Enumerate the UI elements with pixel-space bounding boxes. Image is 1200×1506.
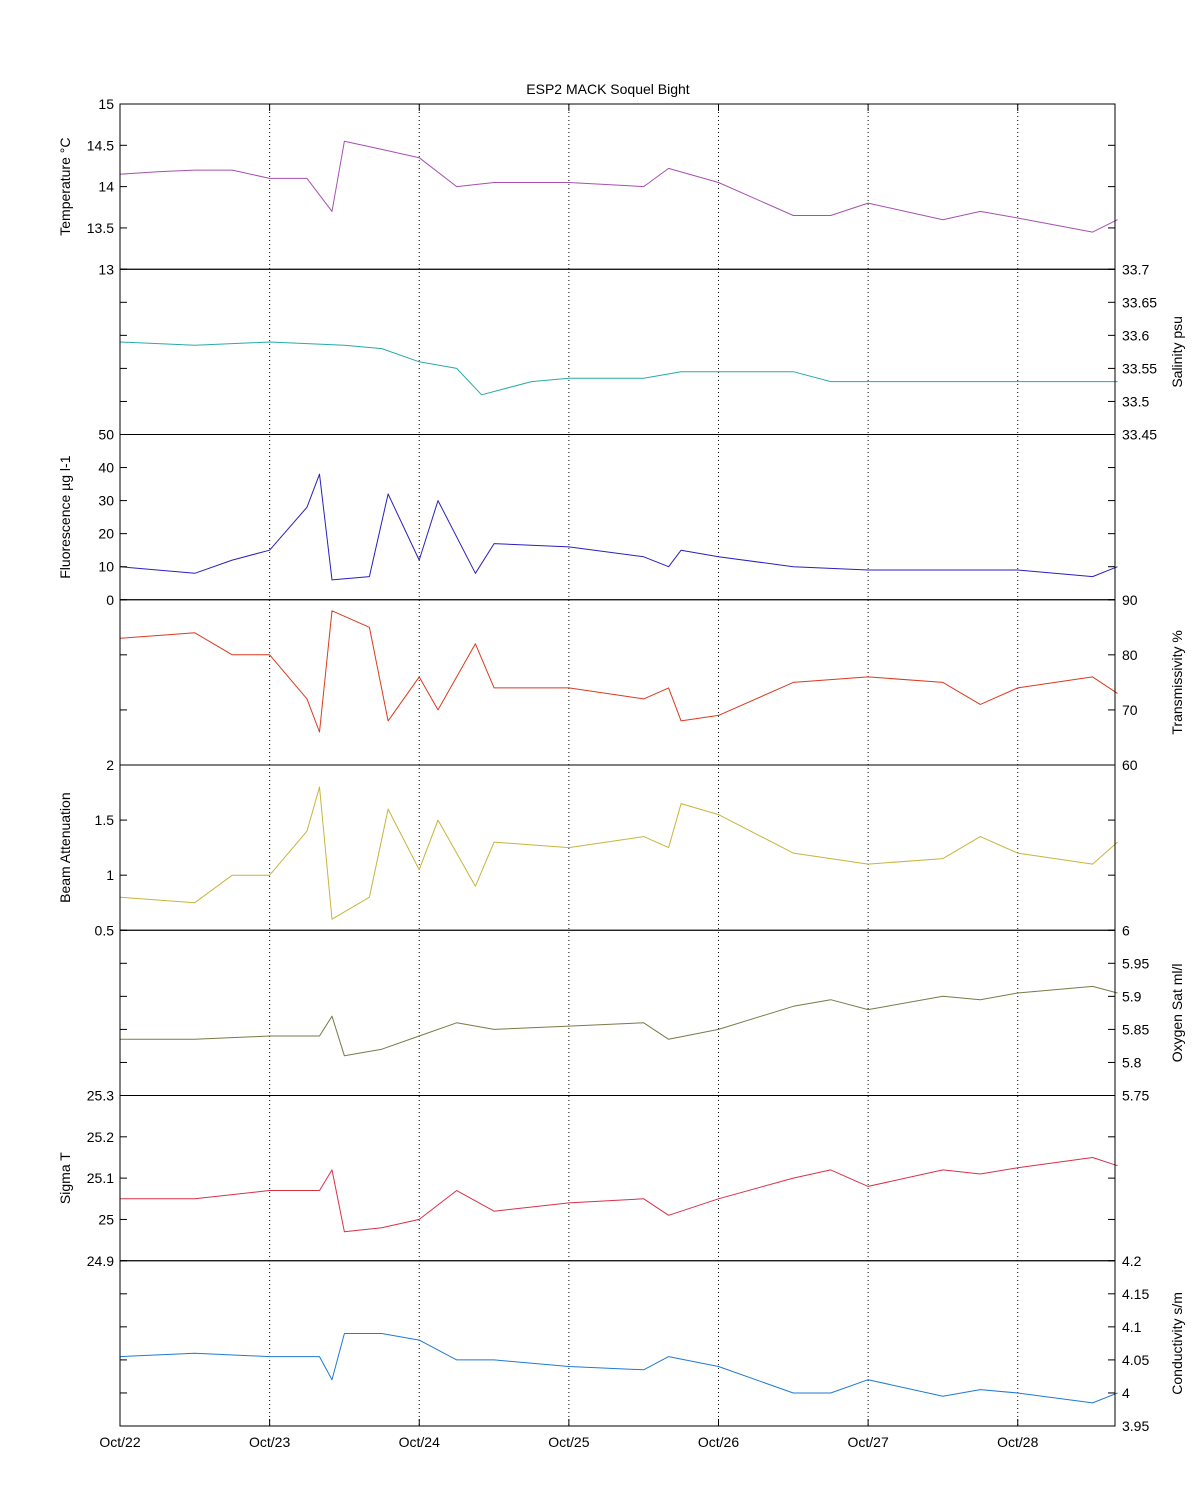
y-tick-label: 4.1: [1122, 1319, 1142, 1335]
y-tick-label: 25: [98, 1211, 114, 1227]
y-axis-label-beam-attenuation: Beam Attenuation: [57, 792, 73, 903]
y-tick-label: 80: [1122, 647, 1138, 663]
y-tick-label: 1: [106, 867, 114, 883]
y-tick-label: 70: [1122, 702, 1138, 718]
y-tick-label: 14.5: [87, 137, 114, 153]
y-tick-label: 24.9: [87, 1253, 114, 1269]
y-tick-label: 4: [1122, 1385, 1130, 1401]
y-axis-sigma-t: 24.9 25 25.1 25.2 25.3: [87, 1088, 1115, 1269]
axes-frame-conductivity-s-m: [119, 1260, 1116, 1427]
panel-sigma-t: 24.9 25 25.1 25.2 25.3 Sigma T: [57, 1088, 1118, 1269]
y-tick-label: 4.2: [1122, 1253, 1142, 1269]
y-axis-label-fluorescence-g-l: Fluorescence µg l-1: [57, 455, 73, 578]
y-tick-label: 5.85: [1122, 1021, 1149, 1037]
series-line-oxygen-sat-ml-l: [120, 985, 1118, 1057]
panel-fluorescence-g-l: 0 10 20 30 40 50 Fluorescence µg l-1: [57, 427, 1118, 608]
axes-frame-fluorescence-g-l: [119, 434, 1116, 601]
y-axis-label-conductivity-s-m: Conductivity s/m: [1169, 1292, 1185, 1395]
y-axis-label-transmissivity: Transmissivity %: [1169, 630, 1185, 735]
y-tick-label: 14: [98, 179, 114, 195]
axes-frame-beam-attenuation: [119, 764, 1116, 931]
y-axis-label-sigma-t: Sigma T: [57, 1152, 73, 1204]
y-tick-label: 90: [1122, 592, 1138, 608]
y-tick-label: 5.8: [1122, 1054, 1142, 1070]
y-tick-label: 13.5: [87, 220, 114, 236]
y-tick-label: 50: [98, 427, 114, 443]
y-axis-conductivity-s-m: 3.95 4 4.05 4.1 4.15 4.2: [120, 1253, 1149, 1434]
y-axis-label-salinity-psu: Salinity psu: [1169, 316, 1185, 388]
chart-title: ESP2 MACK Soquel Bight: [526, 81, 690, 97]
y-tick-label: 33.45: [1122, 427, 1157, 443]
y-tick-label: 5.9: [1122, 988, 1142, 1004]
y-tick-label: 33.65: [1122, 294, 1157, 310]
y-axis-oxygen-sat-ml-l: 5.75 5.8 5.85 5.9 5.95 6: [120, 922, 1149, 1104]
x-tick-label: Oct/27: [847, 1434, 888, 1450]
series-line-temperature-c: [119, 140, 1118, 233]
panel-beam-attenuation: 0.5 1 1.5 2 Beam Attenuation: [57, 757, 1118, 938]
series-line-salinity-psu: [119, 341, 1118, 396]
x-axis: Oct/22 Oct/23 Oct/24 Oct/25 Oct/26 Oct/27 Oct/…: [99, 104, 1039, 1450]
y-tick-label: 2: [106, 757, 114, 773]
x-tick-label: Oct/26: [698, 1434, 739, 1450]
y-axis-label-temperature-c: Temperature °C: [57, 138, 73, 236]
y-tick-label: 4.15: [1122, 1286, 1149, 1302]
y-tick-label: 13: [98, 261, 114, 277]
y-axis-salinity-psu: 33.45 33.5 33.55 33.6 33.65 33.7: [120, 261, 1157, 443]
panel-salinity-psu: 33.45 33.5 33.55 33.6 33.65 33.7 Salinity psu: [119, 261, 1185, 443]
y-tick-label: 25.3: [87, 1088, 114, 1104]
y-tick-label: 15: [98, 96, 114, 112]
y-tick-label: 60: [1122, 757, 1138, 773]
y-tick-label: 33.7: [1122, 261, 1149, 277]
y-axis-fluorescence-g-l: 0 10 20 30 40 50: [98, 427, 1115, 608]
y-tick-label: 4.05: [1122, 1352, 1149, 1368]
y-tick-label: 33.6: [1122, 327, 1149, 343]
series-line-sigma-t: [120, 1157, 1118, 1233]
y-tick-label: 10: [98, 559, 114, 575]
y-tick-label: 6: [1122, 922, 1130, 938]
y-tick-label: 40: [98, 460, 114, 476]
x-tick-label: Oct/22: [99, 1434, 140, 1450]
x-tick-label: Oct/28: [997, 1434, 1038, 1450]
y-tick-label: 30: [98, 493, 114, 509]
series-line-conductivity-s-m: [119, 1333, 1118, 1404]
y-tick-label: 20: [98, 526, 114, 542]
y-tick-label: 3.95: [1122, 1418, 1149, 1434]
y-tick-label: 1.5: [95, 812, 115, 828]
x-tick-label: Oct/23: [249, 1434, 290, 1450]
axes-frame-salinity-psu: [119, 268, 1116, 435]
y-tick-label: 25.2: [87, 1129, 114, 1145]
panel-oxygen-sat-ml-l: 5.75 5.8 5.85 5.9 5.95 6 Oxygen Sat ml/l: [119, 922, 1185, 1104]
series-line-transmissivity: [119, 610, 1118, 733]
y-axis-label-oxygen-sat-ml-l: Oxygen Sat ml/l: [1169, 963, 1185, 1062]
y-tick-label: 33.55: [1122, 360, 1157, 376]
series-line-fluorescence-g-l: [119, 473, 1118, 581]
y-axis-transmissivity: 60 70 80 90: [120, 592, 1138, 773]
y-tick-label: 5.75: [1122, 1088, 1149, 1104]
y-tick-label: 0.5: [95, 922, 115, 938]
panel-temperature-c: 13 13.5 14 14.5 15 Temperature °C: [57, 96, 1118, 277]
x-tick-label: Oct/25: [548, 1434, 589, 1450]
y-tick-label: 33.5: [1122, 393, 1149, 409]
panel-conductivity-s-m: 3.95 4 4.05 4.1 4.15 4.2 Conductivity s/m: [119, 1253, 1185, 1434]
series-line-beam-attenuation: [119, 786, 1118, 920]
y-tick-label: 25.1: [87, 1170, 114, 1186]
y-tick-label: 0: [106, 592, 114, 608]
y-axis-temperature-c: 13 13.5 14 14.5 15: [87, 96, 1115, 277]
y-tick-label: 5.95: [1122, 955, 1149, 971]
vertical-gridlines: [269, 104, 1019, 1426]
x-tick-label: Oct/24: [399, 1434, 440, 1450]
panel-transmissivity: 60 70 80 90 Transmissivity %: [119, 592, 1185, 773]
